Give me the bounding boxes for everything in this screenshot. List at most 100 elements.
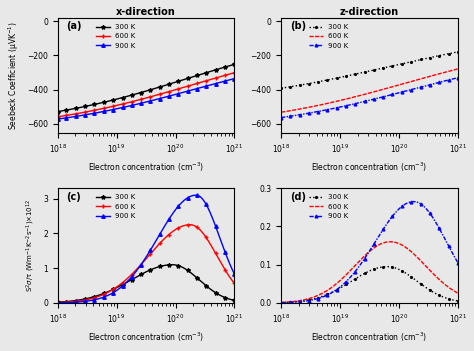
600 K: [387, 86, 392, 90]
300 K: [439, 294, 445, 299]
300 K: [55, 300, 61, 304]
300 K: [160, 264, 166, 268]
900 K: [159, 96, 165, 100]
Line: 300 K: 300 K: [55, 62, 237, 114]
300 K: [215, 67, 221, 71]
600 K: [215, 75, 221, 79]
900 K: [383, 94, 389, 98]
600 K: [428, 74, 433, 78]
300 K: [55, 110, 61, 114]
300 K: [232, 298, 237, 303]
600 K: [159, 91, 165, 95]
300 K: [383, 65, 389, 69]
600 K: [383, 240, 389, 244]
Line: 300 K: 300 K: [280, 50, 460, 90]
600 K: [204, 79, 210, 83]
300 K: [204, 71, 210, 75]
Line: 900 K: 900 K: [56, 77, 236, 121]
300 K: [159, 264, 165, 268]
Text: (c): (c): [66, 192, 81, 201]
600 K: [279, 110, 284, 114]
900 K: [428, 82, 433, 87]
900 K: [387, 218, 392, 222]
Y-axis label: Seebeck Coefficient (μVK$^{-1}$): Seebeck Coefficient (μVK$^{-1}$): [7, 21, 21, 130]
Legend: 300 K, 600 K, 900 K: 300 K, 600 K, 900 K: [93, 21, 138, 52]
900 K: [204, 204, 210, 208]
300 K: [383, 265, 389, 269]
600 K: [55, 300, 61, 305]
Y-axis label: S$^2σ$/τ (Wm$^{-1}$K$^{-2}$s$^{-1}$)×10$^{12}$: S$^2σ$/τ (Wm$^{-1}$K$^{-2}$s$^{-1}$)×10$…: [25, 199, 37, 292]
600 K: [383, 240, 389, 244]
600 K: [204, 237, 210, 241]
900 K: [55, 117, 61, 121]
Title: z-direction: z-direction: [340, 7, 399, 17]
600 K: [387, 240, 393, 244]
600 K: [387, 240, 392, 244]
900 K: [383, 223, 389, 227]
900 K: [383, 222, 389, 226]
900 K: [411, 199, 417, 204]
900 K: [455, 261, 461, 265]
300 K: [163, 263, 169, 267]
Title: x-direction: x-direction: [116, 7, 176, 17]
300 K: [383, 65, 389, 69]
900 K: [383, 94, 389, 98]
600 K: [159, 239, 165, 243]
900 K: [163, 222, 169, 226]
Legend: 300 K, 600 K, 900 K: 300 K, 600 K, 900 K: [93, 192, 138, 222]
Line: 600 K: 600 K: [281, 242, 458, 303]
600 K: [160, 238, 166, 242]
900 K: [55, 301, 61, 305]
600 K: [163, 91, 169, 95]
Line: 900 K: 900 K: [56, 193, 236, 305]
300 K: [387, 265, 393, 269]
300 K: [455, 50, 461, 54]
900 K: [193, 193, 199, 197]
Line: 900 K: 900 K: [280, 76, 459, 119]
900 K: [439, 232, 445, 236]
600 K: [278, 110, 284, 114]
Legend: 300 K, 600 K, 900 K: 300 K, 600 K, 900 K: [306, 21, 351, 52]
600 K: [232, 71, 237, 75]
300 K: [383, 265, 389, 269]
900 K: [160, 95, 166, 100]
600 K: [383, 86, 389, 91]
300 K: [163, 83, 169, 87]
300 K: [160, 84, 166, 88]
900 K: [216, 232, 221, 236]
Text: (d): (d): [290, 192, 306, 201]
300 K: [204, 285, 210, 289]
900 K: [55, 301, 61, 305]
Text: (b): (b): [290, 21, 306, 31]
300 K: [55, 110, 61, 114]
600 K: [439, 280, 445, 284]
900 K: [279, 115, 284, 120]
600 K: [187, 223, 193, 227]
900 K: [163, 95, 169, 99]
600 K: [232, 282, 237, 286]
300 K: [159, 84, 165, 88]
Text: (a): (a): [66, 21, 82, 31]
300 K: [428, 289, 434, 293]
600 K: [455, 67, 461, 71]
300 K: [438, 53, 444, 57]
600 K: [279, 300, 284, 305]
X-axis label: Electron concentration (cm$^{-3}$): Electron concentration (cm$^{-3}$): [88, 331, 204, 344]
300 K: [216, 292, 221, 297]
Line: 900 K: 900 K: [280, 200, 459, 304]
600 K: [55, 300, 61, 305]
300 K: [232, 62, 237, 66]
900 K: [232, 77, 237, 81]
900 K: [387, 93, 392, 97]
Legend: 300 K, 600 K, 900 K: 300 K, 600 K, 900 K: [306, 192, 351, 222]
600 K: [55, 115, 61, 119]
900 K: [279, 300, 284, 305]
900 K: [455, 75, 461, 80]
600 K: [163, 235, 169, 239]
900 K: [278, 115, 284, 120]
900 K: [55, 117, 61, 121]
300 K: [279, 86, 284, 90]
Line: 600 K: 600 K: [55, 223, 237, 305]
300 K: [278, 86, 284, 90]
300 K: [279, 300, 284, 305]
